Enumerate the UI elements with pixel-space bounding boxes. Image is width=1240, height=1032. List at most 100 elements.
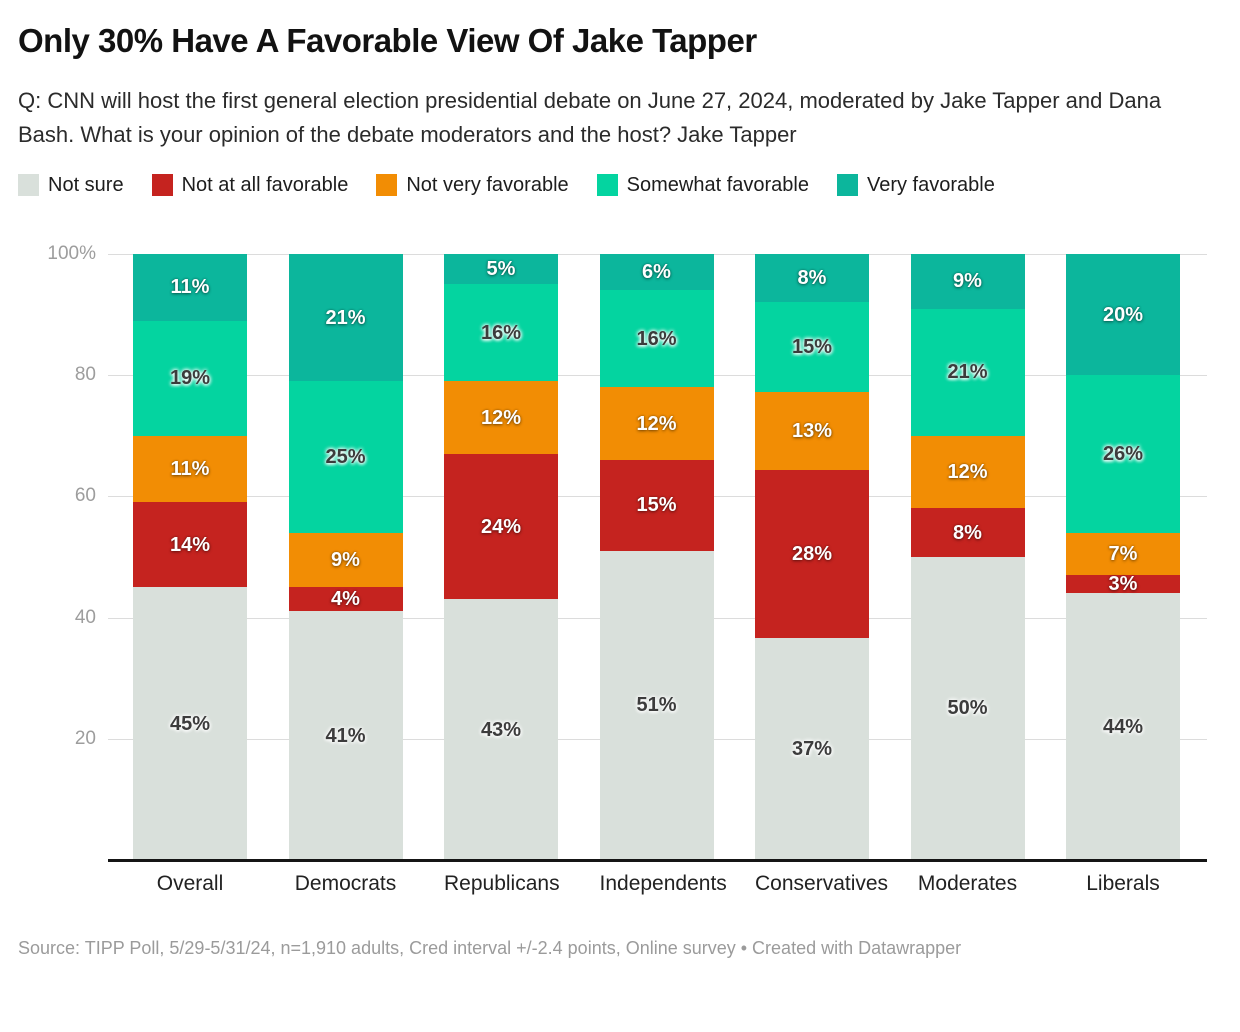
segment-republicans-not-at-all-favorable[interactable]: 24% <box>444 453 558 600</box>
x-axis-label-republicans: Republicans <box>444 871 560 895</box>
legend-swatch-not-at-all-favorable <box>151 174 173 197</box>
segment-moderates-somewhat-favorable[interactable]: 21% <box>910 308 1025 436</box>
legend-label: Not at all favorable <box>181 173 349 196</box>
x-axis-label-moderates: Moderates <box>917 871 1018 895</box>
segment-value-label: 44% <box>1102 715 1144 738</box>
segment-overall-not-very-favorable[interactable]: 11% <box>133 435 247 503</box>
legend-label: Somewhat favorable <box>626 173 809 196</box>
chart-description: Q: CNN will host the first general elect… <box>18 87 1162 147</box>
segment-value-label: 13% <box>791 419 833 442</box>
segment-independents-not-sure[interactable]: 51% <box>599 550 714 860</box>
segment-liberals-very-favorable[interactable]: 20% <box>1066 254 1180 376</box>
segment-independents-not-very-favorable[interactable]: 12% <box>599 387 714 460</box>
segment-democrats-very-favorable[interactable]: 21% <box>288 253 403 382</box>
segment-moderates-not-sure[interactable]: 50% <box>910 556 1025 860</box>
y-tick-label-20: 20 <box>74 727 96 749</box>
segment-value-label: 3% <box>1108 573 1138 596</box>
segment-independents-very-favorable[interactable]: 6% <box>599 253 714 291</box>
segment-value-label: 21% <box>325 306 366 329</box>
segment-value-label: 4% <box>331 588 360 611</box>
segment-overall-not-at-all-favorable[interactable]: 14% <box>133 502 247 588</box>
segment-overall-somewhat-favorable[interactable]: 19% <box>133 320 247 436</box>
segment-value-label: 12% <box>480 406 522 429</box>
segment-democrats-not-very-favorable[interactable]: 9% <box>288 532 403 588</box>
segment-conservatives-somewhat-favorable[interactable]: 15% <box>755 301 869 392</box>
segment-value-label: 6% <box>642 261 671 284</box>
legend-item-very-favorable[interactable]: Very favorable <box>836 173 995 197</box>
segment-moderates-not-very-favorable[interactable]: 12% <box>910 435 1025 509</box>
legend-swatch-not-very-favorable <box>376 174 398 197</box>
segment-value-label: 14% <box>169 533 211 556</box>
segment-conservatives-not-at-all-favorable[interactable]: 28% <box>755 469 869 638</box>
segment-value-label: 11% <box>170 276 210 299</box>
segment-value-label: 37% <box>791 737 833 760</box>
bar-independents[interactable]: 51% 15% 12% 16% 6% <box>599 253 714 860</box>
segment-conservatives-not-sure[interactable]: 37% <box>755 637 869 860</box>
segment-value-label: 41% <box>325 724 366 747</box>
segment-republicans-not-sure[interactable]: 43% <box>444 599 558 860</box>
y-tick-label-80: 80 <box>74 364 96 386</box>
bar-overall[interactable]: 45% 14% 11% 19% 11% <box>133 253 247 860</box>
x-axis-label-independents: Independents <box>599 871 727 895</box>
segment-value-label: 8% <box>797 266 827 289</box>
segment-liberals-not-at-all-favorable[interactable]: 3% <box>1066 573 1180 596</box>
x-axis-baseline <box>108 858 1207 862</box>
segment-liberals-not-very-favorable[interactable]: 7% <box>1066 532 1180 576</box>
bar-republicans[interactable]: 43% 24% 12% 16% 5% <box>444 253 558 860</box>
segment-value-label: 5% <box>486 258 516 281</box>
legend-swatch-not-sure <box>18 174 39 197</box>
plot-area: 20 40 60 80 100% 45% 14% 11% 19% 11% 41% 4% 9% 25% 21… <box>18 244 1222 862</box>
legend-label: Not sure <box>48 173 124 196</box>
segment-value-label: 51% <box>636 694 677 717</box>
segment-value-label: 12% <box>947 461 988 484</box>
segment-overall-not-sure[interactable]: 45% <box>133 587 247 860</box>
segment-value-label: 7% <box>1108 542 1138 565</box>
segment-moderates-very-favorable[interactable]: 9% <box>910 253 1025 309</box>
segment-value-label: 12% <box>636 412 677 435</box>
segment-republicans-very-favorable[interactable]: 5% <box>444 253 558 285</box>
legend-item-not-very-favorable[interactable]: Not very favorable <box>376 174 569 197</box>
bar-liberals[interactable]: 44% 3% 7% 26% 20% <box>1066 254 1180 860</box>
segment-independents-somewhat-favorable[interactable]: 16% <box>599 290 714 388</box>
bar-conservatives[interactable]: 37% 28% 13% 15% 8% <box>755 253 869 860</box>
segment-value-label: 16% <box>636 327 677 350</box>
bars: 45% 14% 11% 19% 11% 41% 4% 9% 25% 21% 43% 24% 12% 16%… <box>108 253 1207 860</box>
segment-democrats-not-at-all-favorable[interactable]: 4% <box>288 587 403 612</box>
segment-republicans-not-very-favorable[interactable]: 12% <box>444 381 558 454</box>
source-note: Source: TIPP Poll, 5/29-5/31/24, n=1,910… <box>18 937 962 958</box>
segment-value-label: 43% <box>480 718 522 741</box>
segment-value-label: 15% <box>636 494 677 517</box>
bar-democrats[interactable]: 41% 4% 9% 25% 21% <box>288 253 403 860</box>
segment-overall-very-favorable[interactable]: 11% <box>133 253 247 321</box>
stacked-bar-chart: 20 40 60 80 100% 45% 14% 11% 19% 11% 41% 4% 9% 25% 21… <box>18 244 1222 896</box>
segment-conservatives-not-very-favorable[interactable]: 13% <box>755 391 869 470</box>
segment-value-label: 21% <box>947 361 988 384</box>
segment-value-label: 50% <box>947 697 988 720</box>
segment-moderates-not-at-all-favorable[interactable]: 8% <box>910 508 1025 557</box>
x-axis-label-democrats: Democrats <box>294 871 397 895</box>
legend-item-not-at-all-favorable[interactable]: Not at all favorable <box>151 173 349 197</box>
segment-liberals-somewhat-favorable[interactable]: 26% <box>1066 375 1180 533</box>
segment-conservatives-very-favorable[interactable]: 8% <box>755 253 869 302</box>
legend-swatch-somewhat-favorable <box>596 174 618 197</box>
segment-value-label: 28% <box>791 542 833 565</box>
segment-liberals-not-sure[interactable]: 44% <box>1066 593 1180 860</box>
segment-democrats-somewhat-favorable[interactable]: 25% <box>288 381 403 533</box>
y-tick-label-40: 40 <box>74 606 96 628</box>
segment-value-label: 26% <box>1102 442 1144 465</box>
x-axis-labels: Overall Democrats Republicans Independents C… <box>18 872 1222 896</box>
y-tick-label-100: 100% <box>47 243 96 265</box>
segment-democrats-not-sure[interactable]: 41% <box>288 611 403 860</box>
legend-item-somewhat-favorable[interactable]: Somewhat favorable <box>596 173 809 197</box>
y-tick-label-60: 60 <box>74 485 96 507</box>
segment-republicans-somewhat-favorable[interactable]: 16% <box>444 284 558 382</box>
legend-label: Very favorable <box>866 173 995 196</box>
segment-value-label: 15% <box>791 335 833 358</box>
bar-moderates[interactable]: 50% 8% 12% 21% 9% <box>910 253 1025 860</box>
segment-independents-not-at-all-favorable[interactable]: 15% <box>599 460 714 551</box>
segment-value-label: 16% <box>480 321 522 344</box>
legend-item-not-sure[interactable]: Not sure <box>18 174 124 197</box>
legend: Not sure Not at all favorable Not very fav… <box>18 174 1222 197</box>
legend-swatch-very-favorable <box>836 174 858 197</box>
segment-value-label: 45% <box>169 712 211 735</box>
